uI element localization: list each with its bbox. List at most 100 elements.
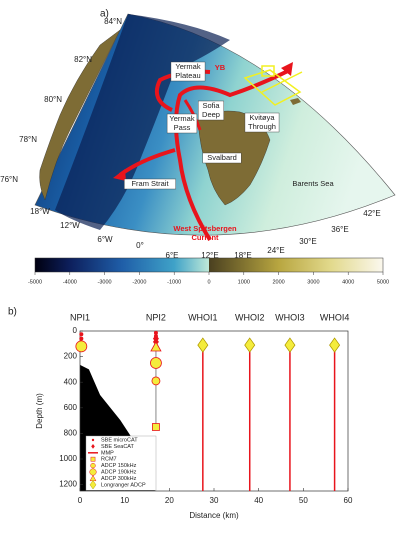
kvitoya-island <box>290 98 301 105</box>
place-label-box <box>124 178 176 190</box>
place-label: Kvitøya <box>249 113 275 122</box>
place-label: Barents Sea <box>292 179 334 188</box>
study-box <box>243 65 302 106</box>
mooring-label: WHOI4 <box>320 312 350 322</box>
place-label: Yermak <box>175 62 200 71</box>
place-label-box <box>202 152 242 164</box>
longranger-marker <box>197 337 209 353</box>
x-tick-label: 60 <box>344 496 353 505</box>
colorbar-tick-label: 5000 <box>377 279 389 285</box>
legend-label: ADCP 190kHz <box>101 469 137 475</box>
mooring-label: WHOI3 <box>275 312 305 322</box>
place-label-box <box>166 113 198 134</box>
place-label-box <box>198 100 224 121</box>
lon-label: 6°E <box>166 251 179 260</box>
legend-label: ADCP 300kHz <box>101 476 137 482</box>
colorbar-tick-label: 3000 <box>307 279 319 285</box>
legend-swatch <box>90 462 96 469</box>
lon-label: 12°E <box>201 251 218 260</box>
mooring-label: NPI2 <box>146 312 166 322</box>
adcp-marker <box>150 341 162 352</box>
plot-frame <box>79 330 349 492</box>
adcp-marker <box>150 357 162 369</box>
mooring-label: NPI1 <box>70 312 90 322</box>
colorbar-tick-label: 0 <box>207 279 210 285</box>
y-axis-label: Depth (m) <box>35 393 44 429</box>
x-tick-label: 40 <box>254 496 263 505</box>
lon-label: 6°W <box>97 235 113 244</box>
y-tick-label: 400 <box>64 377 78 386</box>
longranger-marker <box>284 337 296 353</box>
place-label: Deep <box>202 110 220 119</box>
map: a) <box>34 9 396 242</box>
place-label: Yermak <box>169 114 194 123</box>
adcp-marker <box>151 376 161 386</box>
colorbar-tick-label: 2000 <box>272 279 284 285</box>
y-tick-label: 1200 <box>59 480 77 489</box>
mooring-label: WHOI2 <box>235 312 265 322</box>
x-tick-label: 0 <box>78 496 83 505</box>
longranger-marker <box>329 337 341 353</box>
place-label-box <box>170 61 206 82</box>
place-label: YB <box>215 63 226 72</box>
legend-swatch <box>91 438 95 442</box>
lon-label: 18°W <box>30 207 50 216</box>
adcp-marker <box>75 340 88 353</box>
greenland <box>39 29 121 201</box>
legend-label: SBE SeaCAT <box>101 444 135 450</box>
place-label: Sofia <box>202 101 220 110</box>
panel-label: b) <box>8 307 17 318</box>
place-label: Fram Strait <box>131 179 169 188</box>
section-line <box>261 71 303 93</box>
arrow-head <box>281 62 293 76</box>
lon-label: 18°E <box>234 251 251 260</box>
colorbar-tick-label: 1000 <box>238 279 250 285</box>
place-label: Svalbard <box>207 153 237 162</box>
colorbar-tick-label: -4000 <box>63 279 77 285</box>
place-label: Through <box>248 122 276 131</box>
place-label: Plateau <box>175 71 200 80</box>
legend-label: ADCP 150kHz <box>101 463 137 469</box>
legend-label: MMP <box>101 450 114 456</box>
lat-label: 82°N <box>74 55 92 64</box>
map-deep-basin <box>55 14 230 230</box>
lon-label: 12°W <box>60 221 80 230</box>
panel-label: a) <box>100 9 109 20</box>
y-tick-label: 200 <box>64 352 78 361</box>
legend-label: RCM7 <box>101 457 117 463</box>
colorbar-tick-label: -5000 <box>28 279 42 285</box>
lat-label: 80°N <box>44 95 62 104</box>
y-tick-label: 1000 <box>59 454 77 463</box>
x-tick-label: 10 <box>120 496 129 505</box>
place-label: Pass <box>174 123 191 132</box>
legend-box <box>85 435 157 491</box>
legend-swatch <box>89 480 97 490</box>
colorbar-tick-label: -2000 <box>132 279 146 285</box>
colorbar-tick-label: -3000 <box>98 279 112 285</box>
colorbar-tick-label: 4000 <box>342 279 354 285</box>
lat-label: 76°N <box>0 175 18 184</box>
x-axis-label: Distance (km) <box>189 511 239 520</box>
longranger-marker <box>244 337 256 353</box>
lon-label: 42°E <box>363 209 380 218</box>
y-tick-label: 800 <box>64 429 78 438</box>
place-label: West Spitsbergen <box>173 224 237 233</box>
place-label: Current <box>191 233 219 242</box>
y-tick-label: 600 <box>64 403 78 412</box>
microcat-marker <box>79 336 84 341</box>
lon-label: 36°E <box>331 225 348 234</box>
place-label-box <box>244 112 280 133</box>
microcat-marker <box>79 332 84 337</box>
y-tick-label: 0 <box>73 326 78 335</box>
lon-label: 30°E <box>299 237 316 246</box>
legend-swatch <box>89 468 97 476</box>
x-tick-label: 50 <box>299 496 308 505</box>
lon-label: 0° <box>136 241 144 250</box>
arrow-head <box>113 169 126 181</box>
x-tick-label: 30 <box>210 496 219 505</box>
legend-swatch <box>90 456 96 462</box>
lat-label: 84°N <box>104 17 122 26</box>
legend-swatch <box>91 444 95 449</box>
mooring-label: WHOI1 <box>188 312 218 322</box>
